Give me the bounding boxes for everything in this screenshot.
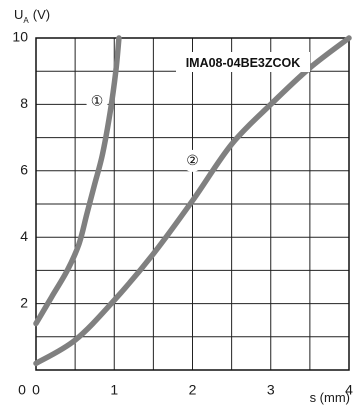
x-tick-label: 4 [345,381,353,397]
origin-tick-label: 0 [18,381,26,397]
curve-marker-1: ① [91,94,104,109]
x-tick-label: 1 [110,381,118,397]
y-tick-label: 6 [20,162,28,178]
curve-marker-2: ② [186,154,199,169]
marker-background-2 [181,149,204,172]
marker-background-1 [86,90,109,113]
y-tick-label: 4 [20,228,28,244]
series-line-1 [33,35,122,327]
grid [35,37,350,371]
x-axis-label: s (mm) [310,390,350,405]
x-tick-label: 3 [267,381,275,397]
y-tick-label: 8 [20,95,28,111]
model-label-background [176,52,310,72]
y-axis-label: UA (V) [14,7,50,25]
series-lines [33,35,352,367]
model-label: IMA08-04BE3ZCOK [186,56,301,70]
y-tick-label: 10 [12,29,28,45]
tick-labels: 0 1 2 3 4 0 2 4 6 8 10 [12,29,353,398]
series-line-2 [33,35,352,367]
x-tick-label: 0 [32,381,40,397]
plot-frame [35,37,350,371]
x-tick-label: 2 [189,381,197,397]
y-tick-label: 2 [20,294,28,310]
curve-markers: ①② [86,90,204,172]
